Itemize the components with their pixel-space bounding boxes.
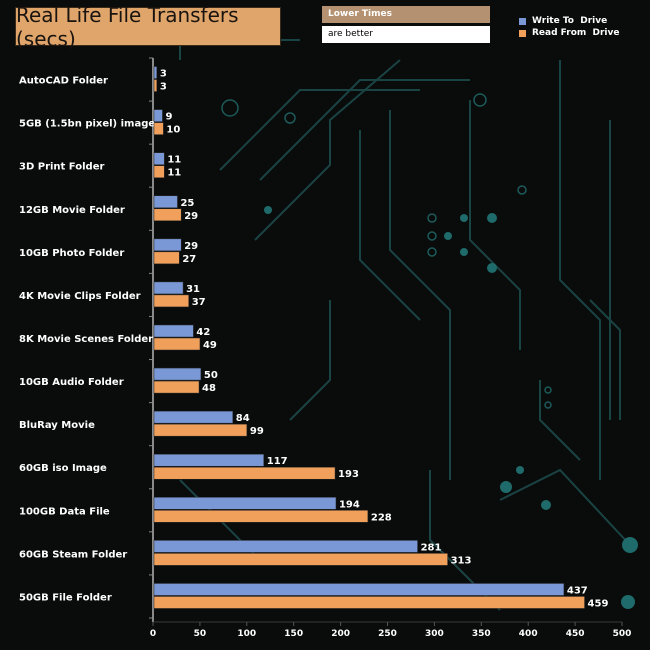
bar-write: [153, 583, 565, 596]
x-tick-label: 100: [237, 629, 256, 639]
bar-write: [153, 497, 337, 510]
data-label-write: 281: [421, 542, 442, 553]
data-label-read: 48: [202, 383, 216, 394]
bar-read: [153, 165, 165, 178]
bar-read: [153, 251, 180, 265]
x-tick-label: 150: [284, 629, 303, 639]
bar-read: [153, 208, 182, 222]
data-label-write: 194: [339, 499, 360, 510]
legend-label-read: Read From Drive: [532, 28, 620, 38]
bar-write: [153, 367, 202, 381]
data-label-read: 459: [588, 598, 609, 609]
bar-read: [153, 79, 158, 92]
data-label-write: 31: [186, 284, 200, 295]
legend-item-read: Read From Drive: [519, 27, 620, 39]
category-label: 5GB (1.5bn pixel) image: [19, 119, 155, 130]
category-label: 10GB Photo Folder: [19, 248, 124, 259]
note-are-better: are better: [322, 26, 490, 43]
data-label-read: 193: [338, 469, 359, 480]
bar-write: [153, 410, 234, 424]
bar-write: [153, 109, 163, 122]
data-label-write: 9: [165, 112, 172, 123]
data-label-write: 25: [180, 198, 194, 209]
bar-read: [153, 294, 189, 308]
bar-write: [153, 281, 184, 295]
data-label-read: 313: [451, 555, 472, 566]
bar-write: [153, 238, 182, 252]
bar-read: [153, 553, 448, 566]
category-label: 3D Print Folder: [19, 162, 104, 173]
data-label-read: 49: [203, 340, 217, 351]
data-label-write: 117: [267, 456, 288, 467]
data-label-read: 29: [184, 211, 198, 222]
data-label-read: 3: [160, 82, 167, 93]
bar-read: [153, 510, 369, 523]
data-label-write: 3: [160, 69, 167, 80]
data-label-write: 11: [167, 155, 181, 166]
data-label-read: 11: [167, 168, 181, 179]
legend-swatch-write: [519, 17, 526, 25]
note-lower-times: Lower Times: [322, 6, 490, 23]
data-label-read: 228: [371, 512, 392, 523]
data-label-read: 10: [166, 125, 180, 136]
x-tick-label: 450: [566, 629, 585, 639]
legend-label-write: Write To Drive: [532, 16, 608, 26]
data-label-read: 99: [250, 426, 264, 437]
category-label: 8K Movie Scenes Folder: [19, 334, 153, 345]
chart-title: Real Life File Transfers (secs): [15, 3, 281, 51]
x-tick-label: 250: [378, 629, 397, 639]
data-label-write: 437: [567, 585, 588, 596]
category-label: 60GB iso Image: [19, 463, 107, 474]
category-label: BluRay Movie: [19, 420, 95, 431]
legend-swatch-read: [519, 29, 526, 37]
category-label: 50GB File Folder: [19, 592, 112, 603]
bar-read: [153, 596, 585, 609]
bar-read: [153, 337, 201, 351]
bar-read: [153, 122, 164, 135]
category-label: AutoCAD Folder: [19, 76, 108, 87]
bar-read: [153, 380, 200, 394]
x-tick-label: 350: [472, 629, 491, 639]
bar-read: [153, 423, 248, 437]
data-label-write: 42: [196, 327, 210, 338]
bar-write: [153, 324, 194, 338]
data-label-read: 27: [182, 254, 196, 265]
category-label: 10GB Audio Folder: [19, 377, 124, 388]
x-tick-label: 50: [194, 629, 207, 639]
x-tick-label: 500: [613, 629, 632, 639]
bar-write: [153, 453, 264, 467]
bar-write: [153, 66, 158, 79]
x-tick-label: 200: [331, 629, 350, 639]
category-label: 60GB Steam Folder: [19, 549, 127, 560]
x-tick-label: 300: [425, 629, 444, 639]
category-label: 4K Movie Clips Folder: [19, 291, 141, 302]
data-label-read: 37: [192, 297, 206, 308]
legend: Write To Drive Read From Drive: [519, 15, 620, 39]
bar-write: [153, 540, 418, 553]
data-label-write: 84: [236, 413, 250, 424]
bar-read: [153, 466, 336, 480]
x-tick-label: 400: [519, 629, 538, 639]
bar-write: [153, 195, 178, 209]
x-tick-label: 0: [150, 629, 156, 639]
category-label: 12GB Movie Folder: [19, 205, 125, 216]
legend-item-write: Write To Drive: [519, 15, 620, 27]
category-label: 100GB Data File: [19, 506, 110, 517]
data-label-write: 29: [184, 241, 198, 252]
bar-write: [153, 152, 165, 165]
data-label-write: 50: [204, 370, 218, 381]
